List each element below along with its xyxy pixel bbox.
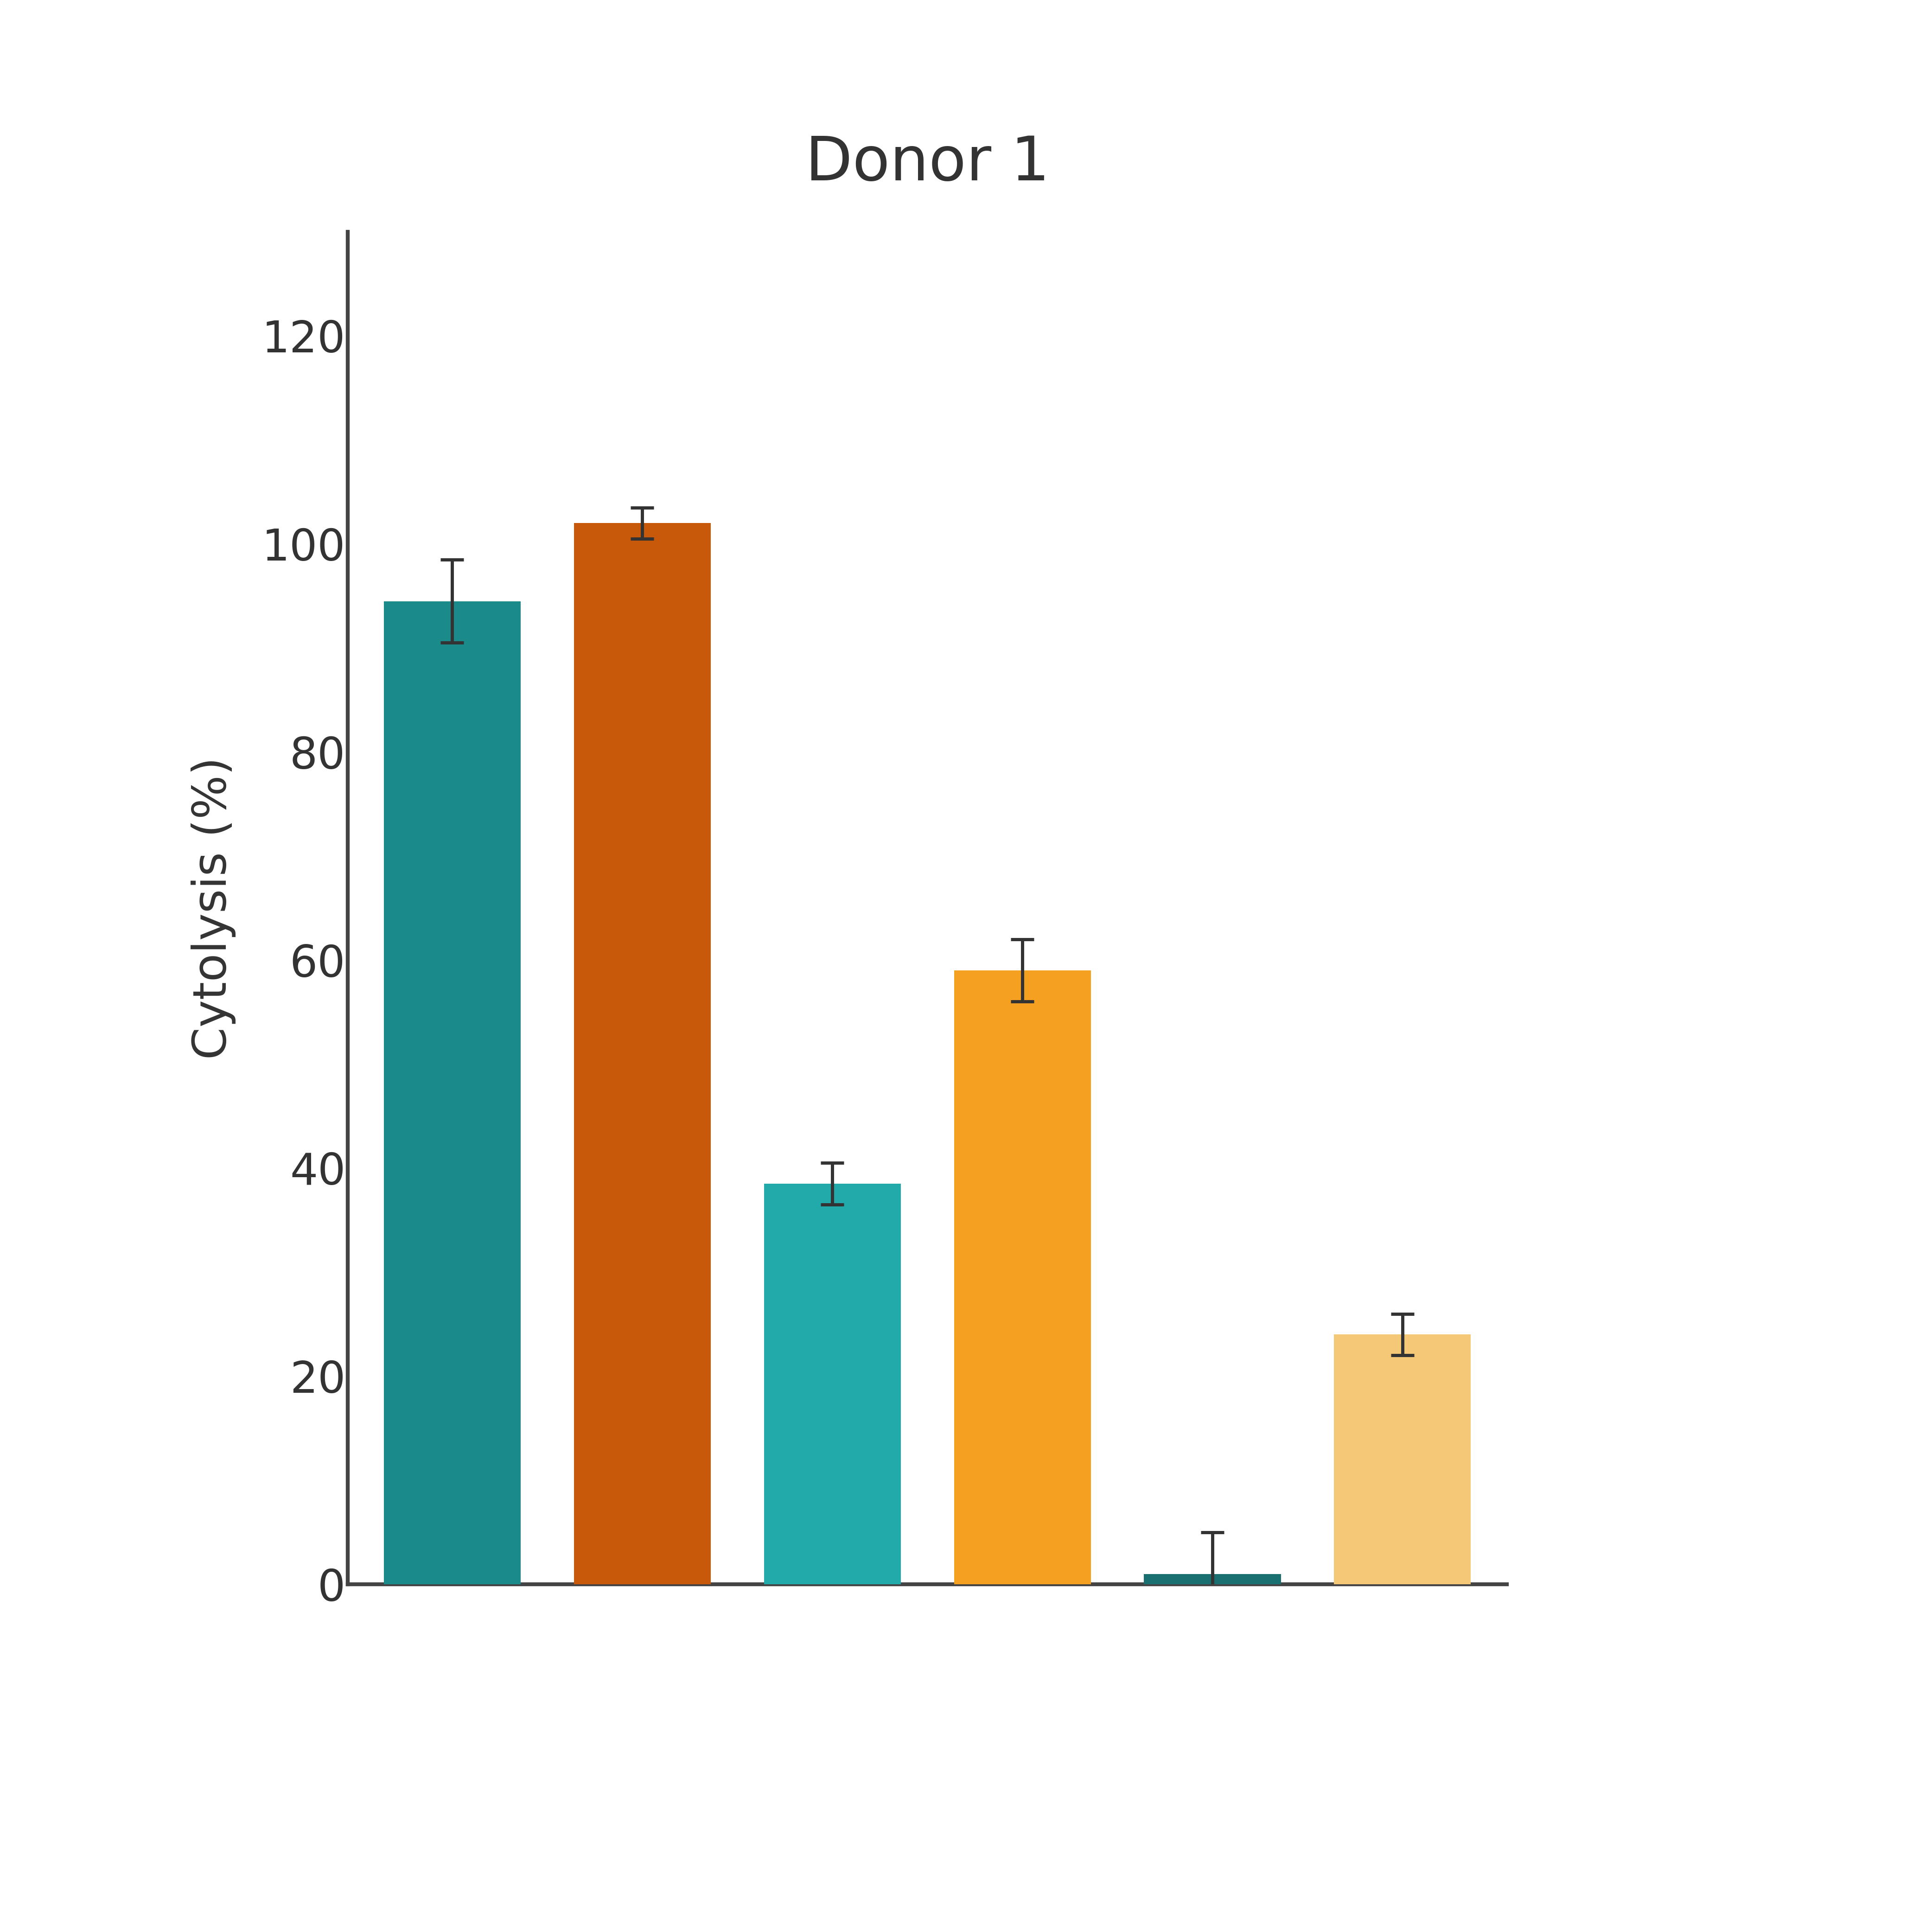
Bar [763,1184,900,1584]
Title: Donor 1: Donor 1 [806,133,1049,193]
Bar [1144,1575,1281,1584]
Y-axis label: Cytolysis (%): Cytolysis (%) [191,757,236,1059]
Bar [574,524,711,1584]
Bar [1333,1335,1470,1584]
Bar [384,601,522,1584]
Bar [954,970,1092,1584]
